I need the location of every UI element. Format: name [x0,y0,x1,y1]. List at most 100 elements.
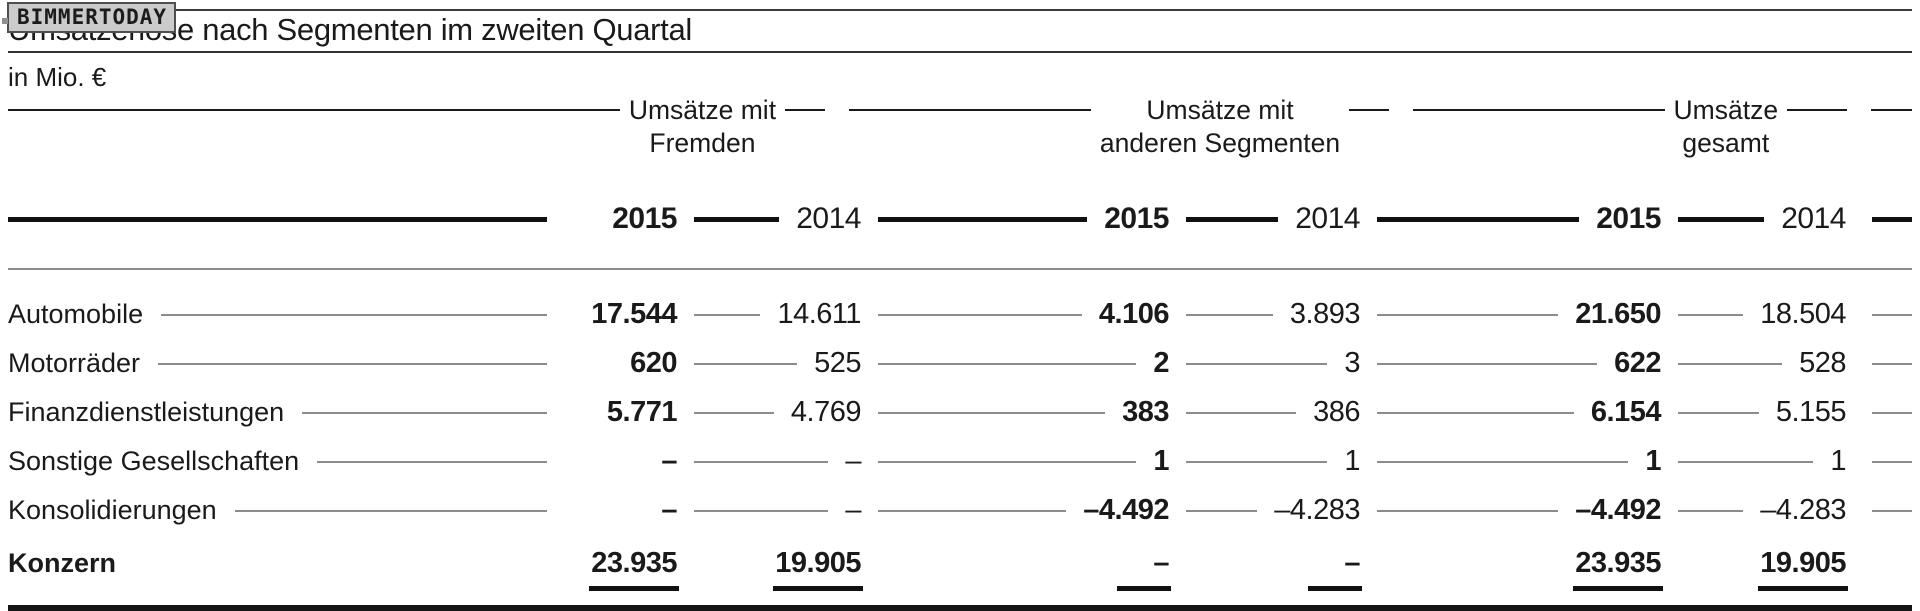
header-line [878,216,1088,222]
cell-value: –4.283 [1760,494,1846,526]
cell-value: – [1118,546,1171,591]
cell-value: – [845,494,861,526]
cell-value: 386 [1313,396,1360,428]
year-header: 2014 [1295,202,1360,235]
group-label-line2: gesamt [1682,128,1770,158]
leader-line [878,509,1067,512]
cell-value: – [1309,546,1362,591]
header-line [8,109,620,111]
cell-value: 1 [1645,445,1661,477]
group-label-line1: Umsätze [1673,95,1779,125]
table-body: Automobile 17.544 14.611 4.106 3.893 21.… [8,290,1912,591]
leader-line [1678,313,1744,316]
leader-line [1872,362,1912,365]
leader-line [302,411,547,414]
cell-value: 1 [1344,445,1360,477]
cell-value: 383 [1122,396,1169,428]
leader-line [1377,411,1574,414]
leader-line [1678,362,1783,365]
unit-label: in Mio. € [8,62,107,92]
leader-line [1186,460,1328,463]
header-line [785,109,826,111]
cell-value: 19.905 [1758,546,1848,591]
cell-value: 18.504 [1760,298,1846,330]
column-group-gesamt: Umsätze gesamt [1674,94,1779,160]
year-header: 2015 [612,202,677,235]
leader-line [1186,313,1273,316]
bottom-rule [8,605,1912,611]
leader-line [317,460,547,463]
column-group-andere-segmente: Umsätze mit anderen Segmenten [1100,94,1340,160]
top-border-line [8,9,1912,11]
row-label: Konzern [8,547,116,578]
header-line [849,109,1091,111]
table-title: Umsatzerlöse nach Segmenten im zweiten Q… [8,0,1912,53]
header-line-gap [1389,109,1413,111]
cell-value: 17.544 [591,298,677,330]
cell-value: 525 [814,347,861,379]
table-row-total: Konzern 23.935 19.905 – – 23.935 19.905 [8,535,1912,591]
header-line [1186,216,1279,222]
leader-line [694,362,798,365]
header-line [1872,216,1912,222]
cell-value: –4.492 [1083,494,1169,526]
cell-value: 1 [1153,445,1169,477]
leader-line [1872,411,1912,414]
year-header: 2015 [1596,202,1661,235]
group-label-line1: Umsätze mit [1146,95,1294,125]
header-line [694,216,780,222]
cell-value: 1 [1830,445,1846,477]
leader-line [1377,313,1559,316]
header-line-gap [1847,109,1871,111]
leader-line [694,411,774,414]
header-line [1349,109,1390,111]
year-header: 2015 [1104,202,1169,235]
leader-line [694,509,829,512]
table-row: Finanzdienstleistungen 5.771 4.769 383 3… [8,388,1912,437]
header-line-gap [825,109,849,111]
table-row: Motorräder 620 525 2 3 622 528 [8,339,1912,388]
leader-line [1186,411,1297,414]
header-line [8,216,547,222]
table-row: Automobile 17.544 14.611 4.106 3.893 21.… [8,290,1912,339]
column-group-header-row: Umsätze mit Fremden Umsätze mit anderen … [8,94,1913,162]
cell-value: –4.492 [1575,494,1661,526]
leader-line [1872,460,1912,463]
table-row: Konsolidierungen – – –4.492 –4.283 –4.49… [8,486,1912,535]
leader-line [1872,509,1912,512]
row-label: Motorräder [8,348,141,378]
cell-value: –4.283 [1274,494,1360,526]
header-line [1413,109,1665,111]
leader-line [234,509,547,512]
leader-line [1377,460,1629,463]
row-label: Sonstige Gesellschaften [8,446,300,476]
leader-line [1186,509,1258,512]
cell-value: – [661,494,677,526]
cell-value: 528 [1799,347,1846,379]
row-label: Finanzdienstleistungen [8,397,285,427]
cell-value: 3 [1344,347,1360,379]
year-header: 2014 [1781,202,1846,235]
cell-value: 14.611 [777,298,861,330]
cell-value: 3.893 [1289,298,1361,330]
column-group-fremden: Umsätze mit Fremden [629,94,776,160]
cell-value: – [661,445,677,477]
leader-line [1377,509,1559,512]
year-header: 2014 [796,202,861,235]
leader-line [1678,460,1814,463]
table-row: Sonstige Gesellschaften – – 1 1 1 1 [8,437,1912,486]
header-line [1787,109,1848,111]
cell-value: 5.155 [1775,396,1847,428]
row-label: Konsolidierungen [8,495,217,525]
group-label-line1: Umsätze mit [628,95,777,125]
cell-value: 19.905 [773,546,863,591]
cell-value: 23.935 [589,546,679,591]
cell-value: 622 [1614,347,1661,379]
leader-line [161,313,547,316]
cell-value: 6.154 [1590,396,1662,428]
year-header-row: 2015 2014 2015 2014 2015 2014 [8,196,1912,242]
leader-line [878,460,1137,463]
leader-line [1872,313,1912,316]
leader-line [878,313,1082,316]
cell-value: 4.106 [1098,298,1170,330]
